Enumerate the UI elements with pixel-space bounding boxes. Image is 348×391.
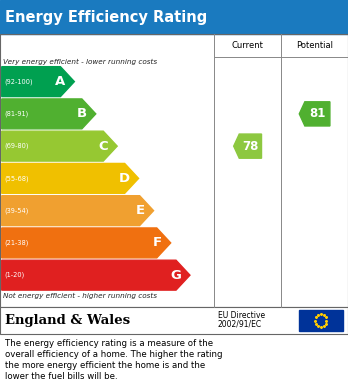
Text: Not energy efficient - higher running costs: Not energy efficient - higher running co…	[3, 293, 158, 299]
Text: (55-68): (55-68)	[4, 175, 29, 182]
Text: the more energy efficient the home is and the: the more energy efficient the home is an…	[5, 361, 205, 370]
Bar	[299, 310, 343, 331]
Polygon shape	[299, 102, 330, 126]
Text: 2002/91/EC: 2002/91/EC	[218, 319, 262, 328]
Text: Current: Current	[232, 41, 263, 50]
Text: C: C	[99, 140, 109, 152]
Polygon shape	[2, 228, 171, 258]
Text: 81: 81	[309, 108, 326, 120]
Polygon shape	[2, 99, 96, 129]
Text: Energy Efficiency Rating: Energy Efficiency Rating	[5, 10, 207, 25]
Text: (39-54): (39-54)	[4, 207, 29, 214]
Bar	[0, 0, 348, 34]
Text: A: A	[55, 75, 66, 88]
Text: G: G	[171, 269, 181, 282]
Text: (81-91): (81-91)	[4, 111, 29, 117]
Text: E: E	[136, 204, 145, 217]
Text: D: D	[119, 172, 130, 185]
Polygon shape	[2, 260, 190, 290]
Text: lower the fuel bills will be.: lower the fuel bills will be.	[5, 372, 118, 381]
Polygon shape	[2, 163, 139, 193]
Text: England & Wales: England & Wales	[5, 314, 130, 327]
Text: overall efficiency of a home. The higher the rating: overall efficiency of a home. The higher…	[5, 350, 223, 359]
Text: The energy efficiency rating is a measure of the: The energy efficiency rating is a measur…	[5, 339, 213, 348]
Text: (1-20): (1-20)	[4, 272, 24, 278]
Text: EU Directive: EU Directive	[218, 311, 264, 321]
Text: (92-100): (92-100)	[4, 78, 33, 85]
Text: Potential: Potential	[296, 41, 333, 50]
Text: (69-80): (69-80)	[4, 143, 29, 149]
Text: F: F	[153, 237, 162, 249]
Polygon shape	[2, 196, 153, 226]
Text: B: B	[77, 108, 87, 120]
Polygon shape	[234, 134, 262, 158]
Text: (21-38): (21-38)	[4, 240, 29, 246]
Text: Very energy efficient - lower running costs: Very energy efficient - lower running co…	[3, 59, 158, 65]
Polygon shape	[2, 131, 117, 161]
Polygon shape	[2, 67, 74, 97]
Bar	[0, 307, 348, 334]
Text: 78: 78	[242, 140, 259, 152]
Bar	[0, 34, 348, 307]
